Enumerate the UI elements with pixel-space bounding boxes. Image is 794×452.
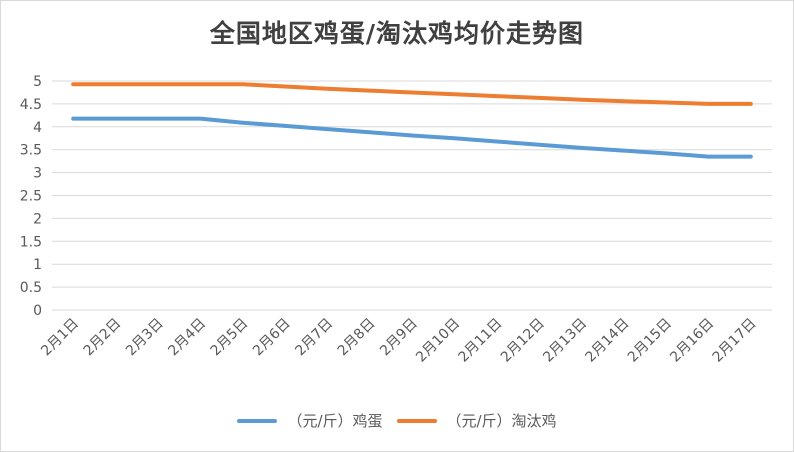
x-tick-label: 2月11日 (456, 316, 506, 366)
x-axis-ticks: 2月1日2月2日2月3日2月4日2月5日2月6日2月7日2月8日2月9日2月10… (38, 316, 759, 366)
x-tick-label: 2月10日 (413, 316, 463, 366)
legend-label-culled-hen: （元/斤）淘汰鸡 (446, 412, 557, 430)
legend-swatch-culled-hen (396, 418, 437, 423)
y-tick-label: 5 (33, 74, 42, 90)
y-tick-label: 1.5 (20, 234, 42, 250)
x-tick-label: 2月8日 (335, 316, 379, 360)
legend-label-egg: （元/斤）鸡蛋 (287, 412, 383, 430)
x-tick-label: 2月14日 (583, 316, 633, 366)
x-tick-label: 2月7日 (292, 316, 336, 360)
y-tick-label: 2 (33, 211, 42, 227)
x-tick-label: 2月1日 (38, 316, 82, 360)
y-tick-label: 0.5 (20, 280, 42, 296)
x-tick-label: 2月4日 (165, 316, 209, 360)
legend: （元/斤）鸡蛋 （元/斤）淘汰鸡 (0, 410, 794, 431)
x-tick-label: 2月2日 (81, 316, 125, 360)
x-tick-label: 2月3日 (123, 316, 167, 360)
y-tick-label: 0 (33, 303, 42, 319)
chart-title: 全国地区鸡蛋/淘汰鸡均价走势图 (209, 19, 585, 48)
y-tick-label: 1 (33, 257, 42, 273)
y-tick-label: 2.5 (20, 189, 42, 205)
x-tick-label: 2月5日 (208, 316, 252, 360)
series-lines (71, 82, 753, 159)
series-line-0 (71, 116, 753, 159)
y-tick-label: 4.5 (20, 97, 42, 113)
x-tick-label: 2月16日 (667, 316, 717, 366)
y-tick-label: 3.5 (20, 143, 42, 159)
grid-lines (52, 80, 772, 311)
legend-swatch-egg (237, 418, 278, 423)
y-axis-ticks: 0 0.5 1 1.5 2 2.5 3 3.5 4 4.5 5 (20, 74, 42, 319)
x-tick-label: 2月13日 (540, 316, 590, 366)
x-tick-label: 2月17日 (710, 316, 760, 366)
series-line-1 (71, 82, 753, 106)
x-tick-label: 2月6日 (250, 316, 294, 360)
y-tick-label: 3 (33, 166, 42, 182)
x-tick-label: 2月15日 (625, 316, 675, 366)
legend-item-egg: （元/斤）鸡蛋 (237, 410, 383, 431)
y-tick-label: 4 (33, 120, 42, 136)
legend-item-culled-hen: （元/斤）淘汰鸡 (396, 410, 557, 431)
x-tick-label: 2月12日 (498, 316, 548, 366)
